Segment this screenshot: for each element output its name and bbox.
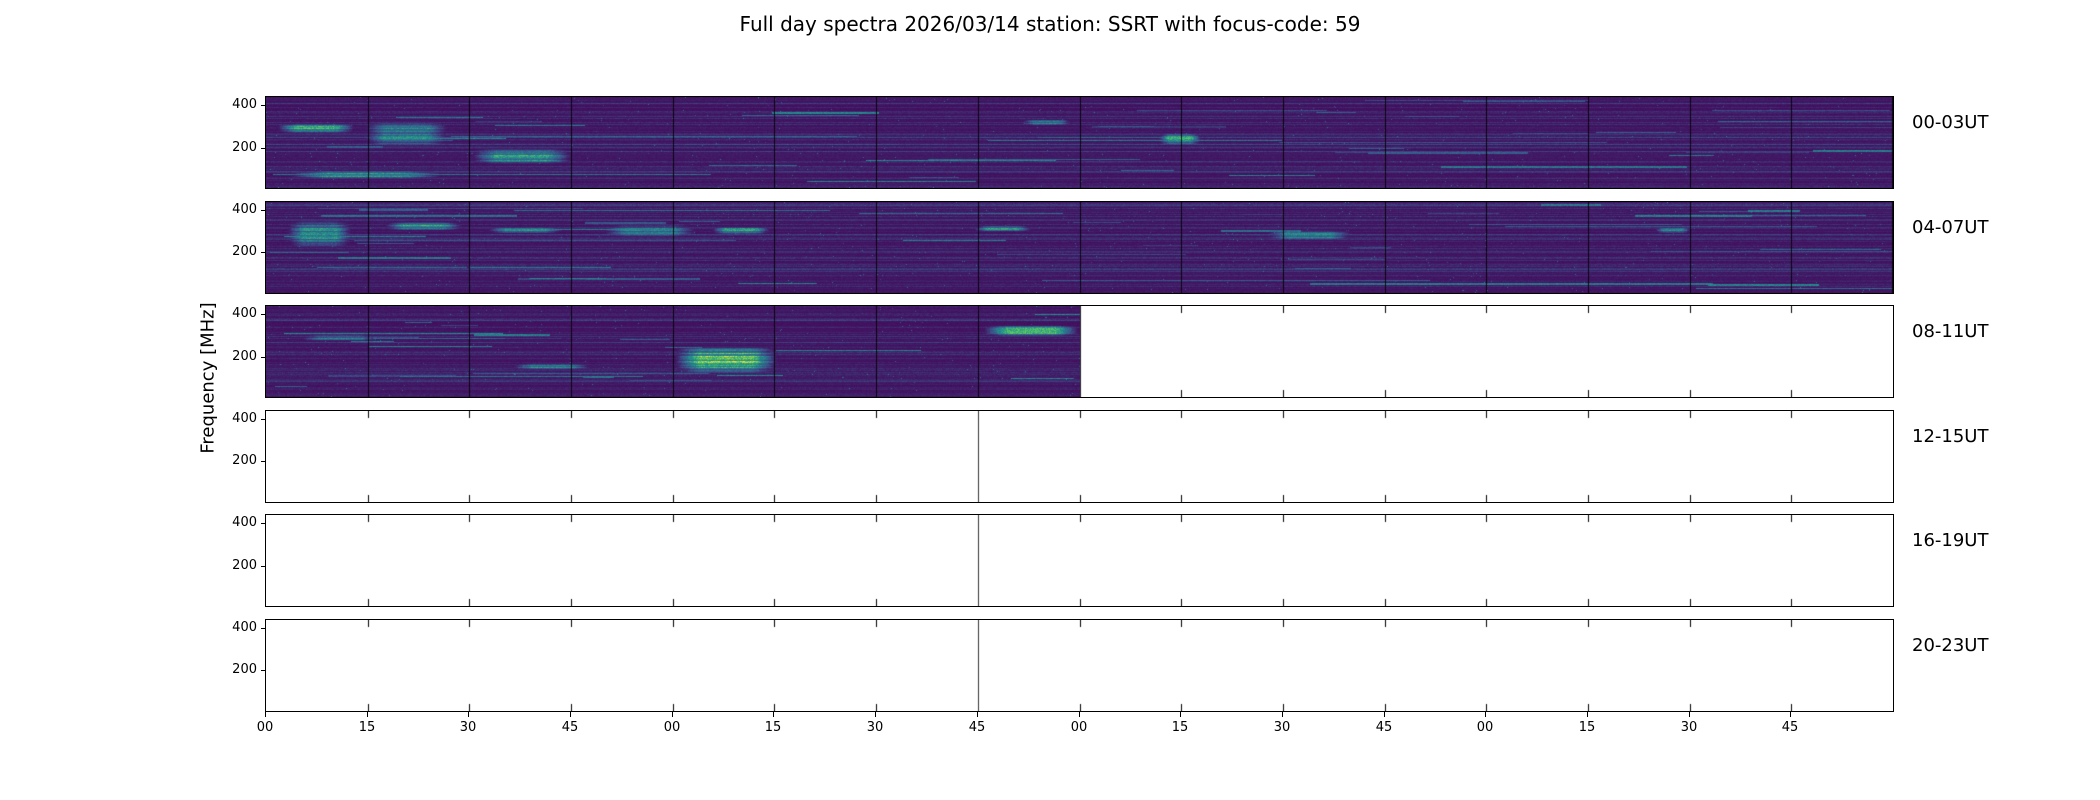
y-tick-mark: [261, 523, 265, 524]
y-tick-label: 200: [232, 453, 257, 468]
spectrogram-canvas-12-15UT: [266, 411, 1893, 502]
row-label-04-07UT: 04-07UT: [1912, 217, 1989, 238]
x-tick-label: 45: [968, 720, 986, 735]
x-tick-label: 00: [1070, 720, 1088, 735]
x-tick-mark: [1790, 712, 1791, 717]
y-tick-label: 200: [232, 140, 257, 155]
y-tick-label: 200: [232, 558, 257, 573]
x-tick-label: 15: [1171, 720, 1189, 735]
y-tick-mark: [261, 314, 265, 315]
spectrogram-canvas-04-07UT: [266, 202, 1893, 293]
x-tick-mark: [1689, 712, 1690, 717]
x-tick-mark: [773, 712, 774, 717]
x-tick-mark: [672, 712, 673, 717]
y-tick-label: 400: [232, 202, 257, 217]
x-tick-mark: [468, 712, 469, 717]
spectrogram-canvas-00-03UT: [266, 97, 1893, 188]
y-tick-mark: [261, 148, 265, 149]
x-tick-label: 45: [561, 720, 579, 735]
y-tick-label: 400: [232, 515, 257, 530]
x-tick-label: 15: [764, 720, 782, 735]
x-tick-label: 30: [459, 720, 477, 735]
y-tick-mark: [261, 670, 265, 671]
x-tick-mark: [265, 712, 266, 717]
x-tick-mark: [1587, 712, 1588, 717]
x-tick-mark: [1079, 712, 1080, 717]
y-tick-mark: [261, 419, 265, 420]
x-tick-label: 30: [1273, 720, 1291, 735]
y-tick-mark: [261, 357, 265, 358]
x-tick-mark: [570, 712, 571, 717]
y-tick-label: 400: [232, 620, 257, 635]
y-tick-mark: [261, 105, 265, 106]
spectra-panel-20-23UT: [265, 619, 1894, 712]
row-label-08-11UT: 08-11UT: [1912, 321, 1989, 342]
x-tick-label: 00: [663, 720, 681, 735]
y-tick-label: 200: [232, 662, 257, 677]
row-label-16-19UT: 16-19UT: [1912, 530, 1989, 551]
y-tick-mark: [261, 210, 265, 211]
chart-title: Full day spectra 2026/03/14 station: SSR…: [739, 12, 1361, 36]
spectrogram-canvas-20-23UT: [266, 620, 1893, 711]
spectra-panel-08-11UT: [265, 305, 1894, 398]
y-tick-mark: [261, 566, 265, 567]
x-tick-mark: [1485, 712, 1486, 717]
x-tick-mark: [1384, 712, 1385, 717]
x-tick-label: 15: [358, 720, 376, 735]
spectra-panel-16-19UT: [265, 514, 1894, 607]
x-tick-label: 45: [1781, 720, 1799, 735]
y-tick-label: 400: [232, 411, 257, 426]
spectrogram-canvas-08-11UT: [266, 306, 1893, 397]
x-tick-mark: [1282, 712, 1283, 717]
x-tick-mark: [977, 712, 978, 717]
x-tick-mark: [367, 712, 368, 717]
x-tick-label: 30: [866, 720, 884, 735]
spectra-panel-12-15UT: [265, 410, 1894, 503]
y-tick-label: 200: [232, 349, 257, 364]
y-tick-label: 400: [232, 97, 257, 112]
y-tick-label: 400: [232, 306, 257, 321]
x-tick-label: 30: [1680, 720, 1698, 735]
x-tick-label: 45: [1375, 720, 1393, 735]
y-tick-mark: [261, 252, 265, 253]
y-tick-mark: [261, 461, 265, 462]
x-tick-mark: [875, 712, 876, 717]
spectra-panel-00-03UT: [265, 96, 1894, 189]
y-tick-label: 200: [232, 244, 257, 259]
row-label-12-15UT: 12-15UT: [1912, 426, 1989, 447]
x-tick-label: 15: [1578, 720, 1596, 735]
spectra-panel-04-07UT: [265, 201, 1894, 294]
spectrogram-canvas-16-19UT: [266, 515, 1893, 606]
y-tick-mark: [261, 628, 265, 629]
y-axis-label: Frequency [MHz]: [197, 302, 219, 454]
row-label-20-23UT: 20-23UT: [1912, 635, 1989, 656]
x-tick-label: 00: [256, 720, 274, 735]
x-tick-label: 00: [1476, 720, 1494, 735]
row-label-00-03UT: 00-03UT: [1912, 112, 1989, 133]
x-tick-mark: [1180, 712, 1181, 717]
